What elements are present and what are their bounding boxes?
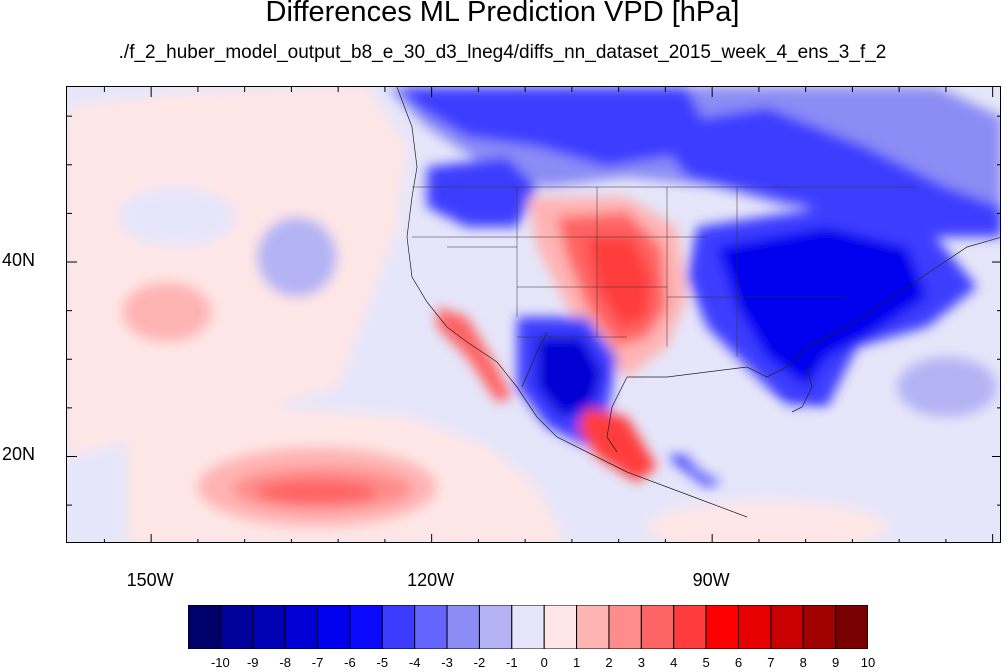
mexico-negative-core — [537, 337, 602, 417]
colorbar-tick-label: 0 — [540, 655, 548, 670]
figure-subtitle: ./f_2_huber_model_output_b8_e_30_d3_lneg… — [118, 42, 887, 63]
colorbar-tick-label: 9 — [831, 655, 840, 670]
lat-label: 40N — [2, 250, 36, 271]
colorbar-tick-label: -3 — [441, 655, 453, 670]
figure-title: Differences ML Prediction VPD [hPa] — [265, 0, 740, 28]
colorbar-segment — [543, 605, 578, 649]
colorbar-segment — [608, 605, 642, 649]
pacific-positive-region — [67, 87, 407, 457]
colorbar-tick-label: -10 — [210, 655, 230, 670]
canada-negative-core — [647, 107, 1000, 237]
political-boundaries — [412, 186, 917, 357]
colorbar-segment — [188, 605, 221, 649]
colorbar-tick-label: 8 — [799, 655, 807, 670]
colorbar-segment — [737, 605, 772, 649]
colorbar-tick-label: -8 — [279, 655, 291, 670]
map-panel — [66, 86, 1001, 543]
canada-negative-core — [397, 87, 707, 167]
colorbar-segment — [478, 605, 513, 649]
colorbar-segment — [576, 605, 610, 649]
colorbar-segment — [349, 605, 383, 649]
colorbar-segment — [381, 605, 416, 649]
colorbar-segment — [252, 605, 286, 649]
colorbar-tick-label: 4 — [670, 655, 678, 670]
colorbar-tick-label: 1 — [572, 655, 581, 670]
colorbar-segment — [770, 605, 804, 649]
southern-mexico-positive — [577, 407, 657, 482]
lat-label: 20N — [2, 444, 36, 465]
pacific-negative-patch — [257, 217, 337, 297]
colorbar-segment — [835, 605, 868, 649]
colorbar-segment — [511, 605, 545, 649]
central-plains-positive-max — [587, 237, 652, 327]
colorbar-tick-label: 7 — [767, 655, 775, 670]
colorbar-tick-label: 10 — [860, 655, 876, 670]
pacific-negative-patch — [117, 187, 237, 247]
colorbar-tick-label: 6 — [734, 655, 743, 670]
caribbean-positive-patch — [647, 502, 887, 542]
colorbar-tick-label: -1 — [506, 655, 518, 670]
colorbar-segment — [284, 605, 319, 649]
colorbar-segment — [446, 605, 480, 649]
colorbar-tick-label: -7 — [311, 655, 324, 670]
eastern-us-negative-core — [717, 227, 927, 387]
colorbar-tick-label: -5 — [376, 655, 389, 670]
colorbar-tick-label: 5 — [702, 655, 710, 670]
colorbar-tick-label: -4 — [408, 655, 421, 670]
colorbar-tick-label: -2 — [473, 655, 486, 670]
lon-label: 150W — [126, 570, 174, 590]
colorbar-segment — [317, 605, 351, 649]
colorbar-tick-label: 3 — [637, 655, 645, 670]
colorbar-segment — [802, 605, 837, 649]
coastline-lines — [396, 87, 1000, 518]
colorbar-tick-label: -6 — [344, 655, 356, 670]
gulf-light-region — [687, 407, 847, 487]
atlantic-negative-patch — [897, 357, 997, 417]
colorbar-segment — [219, 605, 254, 649]
colorbar-segment — [414, 605, 448, 649]
colorbar-segment — [640, 605, 675, 649]
pacific-positive-blob — [122, 282, 212, 342]
colorbar-tick-label: 2 — [605, 655, 613, 670]
pacific-northwest-negative — [427, 157, 537, 227]
lon-label: 120W — [407, 570, 455, 590]
colorbar-tick-label: -9 — [246, 655, 259, 670]
subtropical-positive-core — [257, 480, 377, 504]
baja-positive-strip — [437, 307, 512, 402]
colorbar — [188, 605, 868, 649]
vpd-difference-map — [67, 87, 1000, 542]
lon-label: 90W — [692, 570, 730, 590]
colorbar-segment — [705, 605, 739, 649]
colorbar-segment — [673, 605, 707, 649]
